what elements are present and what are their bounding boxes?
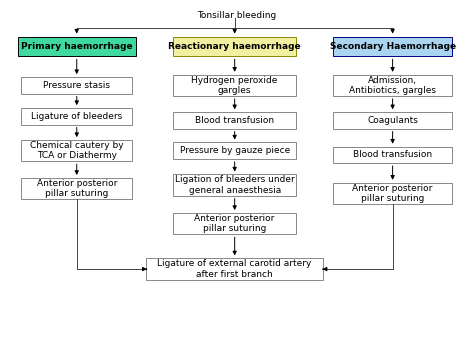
Text: Anterior posterior
pillar suturing: Anterior posterior pillar suturing bbox=[36, 179, 117, 198]
Text: Admission,
Antibiotics, gargles: Admission, Antibiotics, gargles bbox=[349, 76, 436, 95]
FancyBboxPatch shape bbox=[173, 37, 296, 57]
Text: Reactionary haemorrhage: Reactionary haemorrhage bbox=[168, 42, 301, 51]
FancyBboxPatch shape bbox=[21, 77, 132, 94]
Text: Anterior posterior
pillar suturing: Anterior posterior pillar suturing bbox=[353, 184, 433, 203]
FancyBboxPatch shape bbox=[173, 143, 296, 159]
Text: Ligature of bleeders: Ligature of bleeders bbox=[31, 112, 122, 121]
FancyBboxPatch shape bbox=[333, 147, 452, 163]
Text: Ligature of external carotid artery
after first branch: Ligature of external carotid artery afte… bbox=[157, 259, 312, 279]
FancyBboxPatch shape bbox=[18, 37, 136, 57]
Text: Ligation of bleeders under
general anaesthesia: Ligation of bleeders under general anaes… bbox=[175, 176, 294, 195]
Text: Tonsillar bleeding: Tonsillar bleeding bbox=[197, 11, 277, 20]
Text: Secondary Haemorrhage: Secondary Haemorrhage bbox=[329, 42, 456, 51]
FancyBboxPatch shape bbox=[21, 178, 132, 199]
Text: Primary haemorrhage: Primary haemorrhage bbox=[21, 42, 133, 51]
FancyBboxPatch shape bbox=[333, 75, 452, 96]
Text: Blood transfusion: Blood transfusion bbox=[353, 150, 432, 159]
FancyBboxPatch shape bbox=[173, 75, 296, 96]
FancyBboxPatch shape bbox=[333, 112, 452, 129]
FancyBboxPatch shape bbox=[333, 37, 452, 57]
Text: Hydrogen peroxide
gargles: Hydrogen peroxide gargles bbox=[191, 76, 278, 95]
FancyBboxPatch shape bbox=[146, 258, 323, 280]
FancyBboxPatch shape bbox=[173, 213, 296, 234]
FancyBboxPatch shape bbox=[173, 174, 296, 196]
FancyBboxPatch shape bbox=[173, 112, 296, 129]
FancyBboxPatch shape bbox=[21, 108, 132, 125]
Text: Coagulants: Coagulants bbox=[367, 116, 418, 125]
Text: Anterior posterior
pillar suturing: Anterior posterior pillar suturing bbox=[194, 214, 275, 233]
FancyBboxPatch shape bbox=[21, 140, 132, 161]
Text: Chemical cautery by
TCA or Diathermy: Chemical cautery by TCA or Diathermy bbox=[30, 141, 124, 160]
FancyBboxPatch shape bbox=[333, 183, 452, 204]
Text: Blood transfusion: Blood transfusion bbox=[195, 116, 274, 125]
Text: Pressure stasis: Pressure stasis bbox=[43, 81, 110, 90]
Text: Pressure by gauze piece: Pressure by gauze piece bbox=[180, 146, 290, 155]
